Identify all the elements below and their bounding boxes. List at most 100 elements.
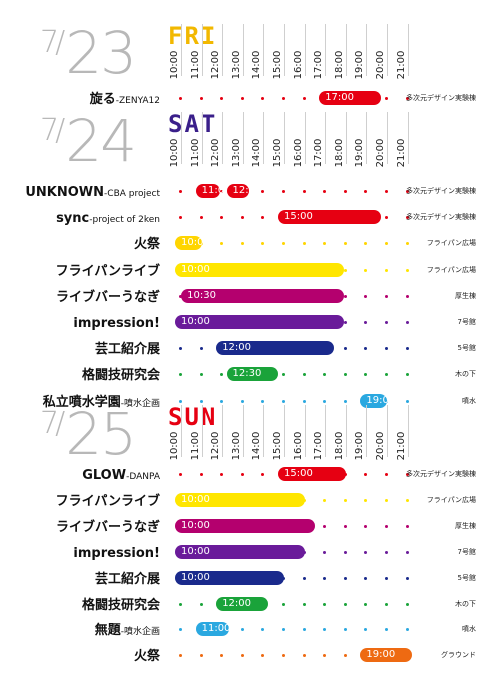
timeline-dot (323, 524, 327, 528)
timeline-dot (364, 524, 368, 528)
event-time-bar[interactable]: 10:00 (175, 315, 344, 329)
event-time-bar[interactable]: 10:00 (175, 544, 305, 559)
event-organizer: -project of 2ken (89, 215, 160, 226)
time-gridline (387, 24, 388, 76)
event-time-bar[interactable]: 12:30 (226, 367, 278, 382)
date-separator: / (55, 25, 65, 60)
event-title: 格闘技研究会 (82, 594, 160, 614)
event-title: 火祭 (134, 233, 160, 253)
timeline-dot (199, 347, 203, 351)
event-time-bar[interactable]: 12:30 (226, 184, 261, 198)
timeline-dot (302, 654, 306, 658)
event-title: 無題-噴水企画 (95, 619, 160, 639)
event-time-bar[interactable]: 11:00 (195, 622, 230, 637)
event-time-bar[interactable]: 10:30 (181, 288, 344, 303)
event-time-bar[interactable]: 12:00 (216, 596, 268, 611)
timeline-dot (343, 576, 347, 580)
timeline-dot (323, 602, 327, 606)
time-label: 17:00 (313, 431, 325, 461)
event-time-bar[interactable]: 15:00 (278, 467, 346, 481)
timeline-dot (302, 97, 306, 100)
timeline-dot (240, 97, 244, 100)
timeline-dot (364, 268, 368, 272)
event-row: 無題-噴水企画 11:00 噴水 (0, 619, 500, 639)
event-row: impression! 10:00 7号館 (0, 542, 500, 562)
timeline-dot (385, 576, 388, 580)
day-of-week: SAT (168, 110, 218, 138)
event-organizer: -噴水企画 (120, 627, 160, 638)
event-name: 芸工紹介展 (94, 571, 160, 587)
event-time-bar[interactable]: 17:00 (319, 91, 381, 105)
timeline-dot (199, 654, 203, 658)
event-row: ライブバーうなぎ 10:30 厚生棟 (0, 286, 500, 306)
event-time-bar[interactable]: 10:00 (175, 518, 316, 533)
event-name: 芸工紹介展 (94, 342, 160, 358)
timeline-dot (240, 242, 244, 246)
timeline-dot (240, 654, 244, 658)
timeline-dot (282, 190, 285, 193)
timeline-dot (343, 190, 347, 193)
event-venue: フライパン広場 (426, 495, 476, 504)
timeline-dot (261, 190, 265, 193)
timeline-dot (240, 216, 244, 220)
timeline-dot (179, 190, 182, 193)
event-title: sync-project of 2ken (56, 207, 160, 227)
time-gridline (407, 112, 409, 164)
time-label: 21:00 (395, 50, 407, 80)
event-time-bar[interactable]: 19:00 (360, 393, 395, 408)
event-venue: グラウンド (441, 651, 476, 660)
time-label: 11:00 (189, 50, 201, 80)
timeline-dot (343, 399, 347, 403)
event-time-bar[interactable]: 10:00 (175, 236, 210, 251)
event-time-bar[interactable]: 15:00 (278, 210, 381, 225)
timeline-dot (179, 373, 182, 377)
timeline-dot (282, 399, 285, 403)
time-gridline (242, 405, 244, 457)
timeline-dot (261, 242, 265, 246)
event-time-bar[interactable]: 19:00 (360, 648, 412, 663)
date-separator: / (55, 406, 65, 441)
event-row: ライブバーうなぎ 10:00 厚生棟 (0, 516, 500, 536)
event-title: impression! (73, 312, 160, 332)
event-name: UNKNOWN (25, 185, 105, 200)
day-number: 25 (65, 400, 137, 468)
event-name: ライブバーうなぎ (55, 289, 160, 305)
time-label: 16:00 (292, 138, 304, 168)
timeline-dot (343, 321, 347, 324)
time-gridline (284, 112, 285, 164)
timeline-dot (343, 524, 347, 528)
timeline-dot (199, 473, 203, 476)
event-title: impression! (73, 542, 160, 562)
timeline-dot (343, 602, 347, 606)
event-title: フライパンライブ (56, 490, 160, 510)
timeline-dot (302, 373, 306, 377)
event-time-bar[interactable]: 12:00 (216, 341, 334, 356)
time-gridline (345, 112, 347, 164)
timeline-dot (261, 216, 265, 220)
event-time-bar[interactable]: 10:00 (175, 570, 285, 585)
time-gridline (201, 112, 203, 164)
event-time-bar[interactable]: 10:00 (175, 492, 305, 507)
time-gridline (181, 112, 182, 164)
timeline-dot (302, 399, 306, 403)
timeline-dot (364, 602, 368, 606)
timeline-dot (302, 576, 306, 580)
event-row: フライパンライブ 10:00 フライパン広場 (0, 260, 500, 280)
timeline-dot (343, 498, 347, 502)
event-row: 火祭 10:00 フライパン広場 (0, 233, 500, 253)
event-time-bar[interactable]: 11:00 (195, 184, 230, 198)
time-label: 14:00 (251, 431, 263, 461)
day-number: 23 (65, 19, 137, 87)
time-gridline (345, 24, 347, 76)
time-label: 20:00 (375, 138, 386, 168)
timeline-dot (405, 242, 409, 246)
timeline-dot (405, 190, 409, 193)
timeline-dot (261, 399, 265, 403)
time-label: 19:00 (354, 138, 366, 168)
time-label: 17:00 (313, 138, 325, 168)
timeline-dot (179, 602, 182, 606)
event-row: sync-project of 2ken 15:00 多次元デザイン実験棟 (0, 207, 500, 227)
event-time-bar[interactable]: 10:00 (175, 262, 344, 277)
time-gridline (222, 112, 224, 164)
event-venue: 多次元デザイン実験棟 (406, 94, 476, 102)
